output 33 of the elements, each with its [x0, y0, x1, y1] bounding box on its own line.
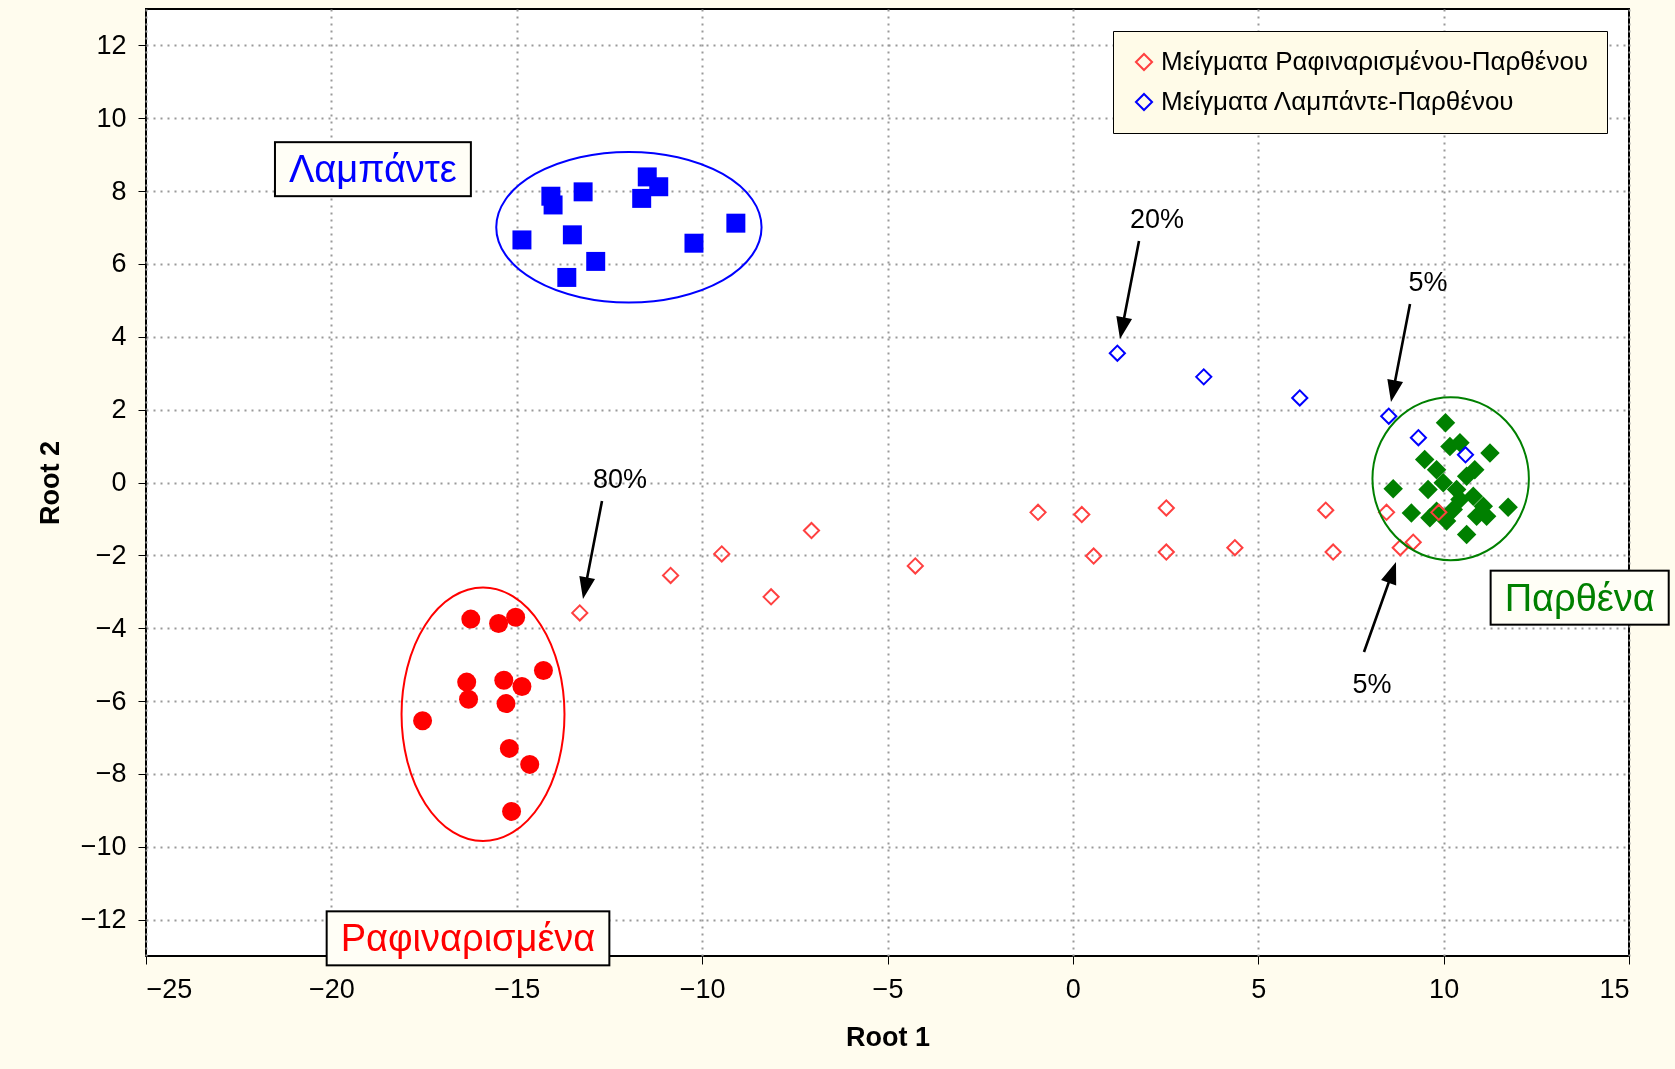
annotation: Ραφιναρισμένα: [340, 917, 596, 960]
y-tick-label: −4: [95, 612, 127, 643]
x-axis-title: Root 1: [846, 1021, 930, 1052]
y-tick-label: 12: [96, 29, 127, 60]
x-tick-label: −5: [872, 973, 904, 1004]
legend-label: Μείγματα Ραφιναρισμένου-Παρθένου: [1161, 46, 1589, 76]
x-tick-label: −20: [308, 973, 355, 1004]
legend-label: Μείγματα Λαμπάντε-Παρθένου: [1161, 86, 1514, 116]
x-tick-label: −10: [679, 973, 726, 1004]
x-tick-label: 0: [1065, 973, 1081, 1004]
y-tick-label: −10: [80, 831, 127, 862]
y-tick-label: −12: [80, 904, 127, 935]
annotation: 5%: [1408, 267, 1448, 297]
y-tick-label: −2: [95, 539, 127, 570]
y-tick-label: 4: [111, 321, 127, 352]
annotation: 5%: [1352, 669, 1392, 699]
annotation: Λαμπάντε: [288, 148, 457, 191]
y-tick-label: 8: [111, 175, 127, 206]
x-tick-label: −25: [146, 973, 193, 1004]
x-tick-label: 5: [1251, 973, 1267, 1004]
annotation: 20%: [1129, 204, 1185, 234]
y-tick-label: 2: [111, 394, 127, 425]
x-tick-label: 10: [1429, 973, 1460, 1004]
y-axis-title: Root 2: [34, 441, 65, 525]
annotation: Παρθένα: [1504, 576, 1655, 619]
x-tick-label: 15: [1599, 973, 1630, 1004]
x-tick-label: −15: [494, 973, 541, 1004]
y-tick-label: 0: [111, 467, 127, 497]
annotation: 80%: [592, 464, 648, 494]
y-tick-label: 10: [96, 102, 127, 133]
y-tick-label: −6: [95, 685, 127, 716]
y-tick-label: −8: [95, 758, 127, 789]
y-tick-label: 6: [111, 248, 127, 279]
